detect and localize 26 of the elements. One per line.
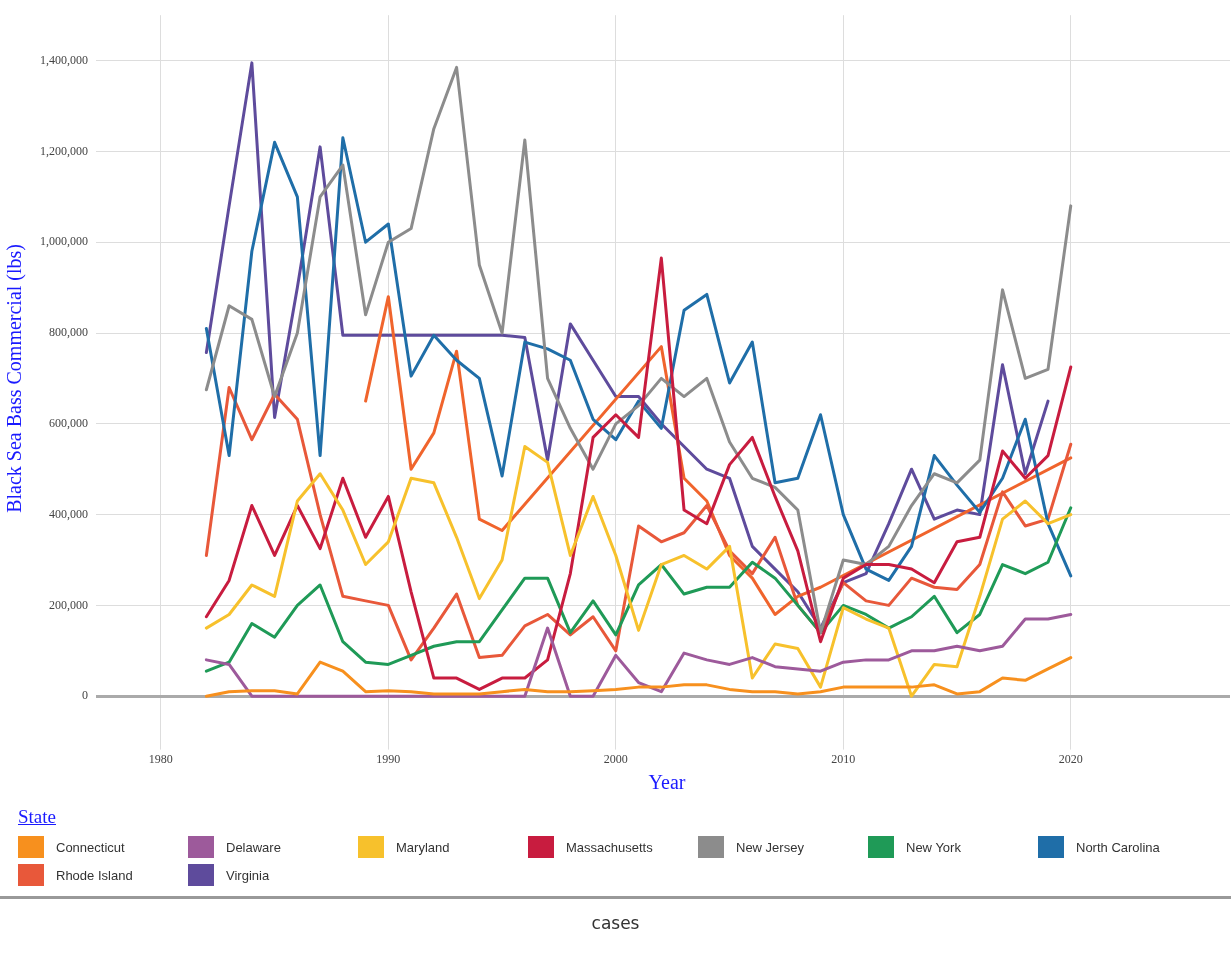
- legend-label: Maryland: [396, 839, 450, 855]
- y-axis-title: Black Sea Bass Commercial (lbs): [3, 243, 27, 513]
- y-tick-label: 1,000,000: [40, 234, 88, 249]
- legend-label: Massachusetts: [566, 839, 653, 855]
- x-tick-label: 1980: [148, 751, 173, 766]
- x-axis-title: Year: [648, 771, 686, 794]
- legend-label: Rhode Island: [56, 867, 133, 883]
- legend-label: New York: [906, 839, 961, 855]
- legend-label: Virginia: [226, 867, 270, 883]
- legend-title: State: [18, 806, 57, 828]
- y-tick-label: 800,000: [49, 325, 88, 340]
- x-tick-label: 2020: [1058, 751, 1083, 766]
- y-tick-label: 400,000: [49, 506, 88, 521]
- legend-label: Connecticut: [56, 839, 125, 855]
- y-tick-label: 1,200,000: [40, 143, 88, 158]
- legend-label: New Jersey: [736, 839, 804, 855]
- x-tick-label: 2010: [831, 751, 856, 766]
- x-tick-label: 1990: [376, 751, 401, 766]
- y-tick-label: 1,400,000: [40, 52, 88, 67]
- x-tick-label: 2000: [603, 751, 628, 766]
- y-tick-label: 0: [82, 688, 88, 703]
- text: cases: [590, 913, 641, 933]
- y-tick-label: 600,000: [49, 415, 88, 430]
- legend-label: Delaware: [226, 839, 281, 855]
- legend-label: North Carolina: [1076, 839, 1160, 855]
- y-tick-label: 200,000: [49, 597, 88, 612]
